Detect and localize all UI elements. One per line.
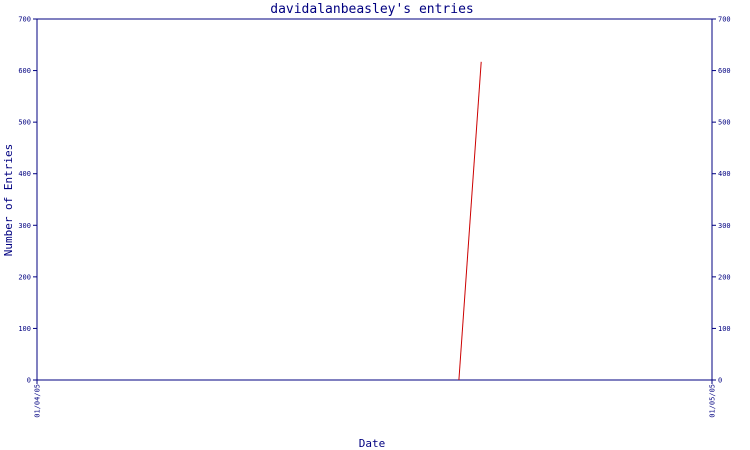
right-y-tick-label: 0 xyxy=(718,377,722,385)
left-y-tick-label: 400 xyxy=(18,170,31,178)
right-y-tick-label: 300 xyxy=(718,222,731,230)
x-tick-label: 01/04/05 xyxy=(34,384,42,418)
right-y-tick-label: 500 xyxy=(718,119,731,127)
left-y-tick-label: 0 xyxy=(27,377,31,385)
chart-title: davidalanbeasley's entries xyxy=(270,2,474,17)
right-y-tick-label: 700 xyxy=(718,16,731,24)
series-line xyxy=(458,61,482,381)
x-axis-label: Date xyxy=(359,437,386,450)
left-y-tick-label: 700 xyxy=(18,16,31,24)
x-tick-label: 01/05/05 xyxy=(709,384,717,418)
left-y-tick-label: 500 xyxy=(18,119,31,127)
x-axis: 01/04/05 01/05/05 xyxy=(34,380,717,418)
y-axis-label: Number of Entries xyxy=(2,144,15,257)
right-y-axis: 0 100 200 300 400 500 600 700 xyxy=(712,16,731,385)
right-y-tick-label: 600 xyxy=(718,67,731,75)
left-y-tick-label: 100 xyxy=(18,325,31,333)
right-y-tick-label: 200 xyxy=(718,273,731,281)
left-y-axis: 0 100 200 300 400 500 600 700 xyxy=(18,16,37,385)
right-y-tick-label: 400 xyxy=(718,170,731,178)
plot-area xyxy=(36,18,713,381)
left-y-tick-label: 300 xyxy=(18,222,31,230)
left-y-tick-label: 600 xyxy=(18,67,31,75)
right-y-tick-label: 100 xyxy=(718,325,731,333)
left-y-tick-label: 200 xyxy=(18,273,31,281)
series-layer xyxy=(458,61,482,381)
